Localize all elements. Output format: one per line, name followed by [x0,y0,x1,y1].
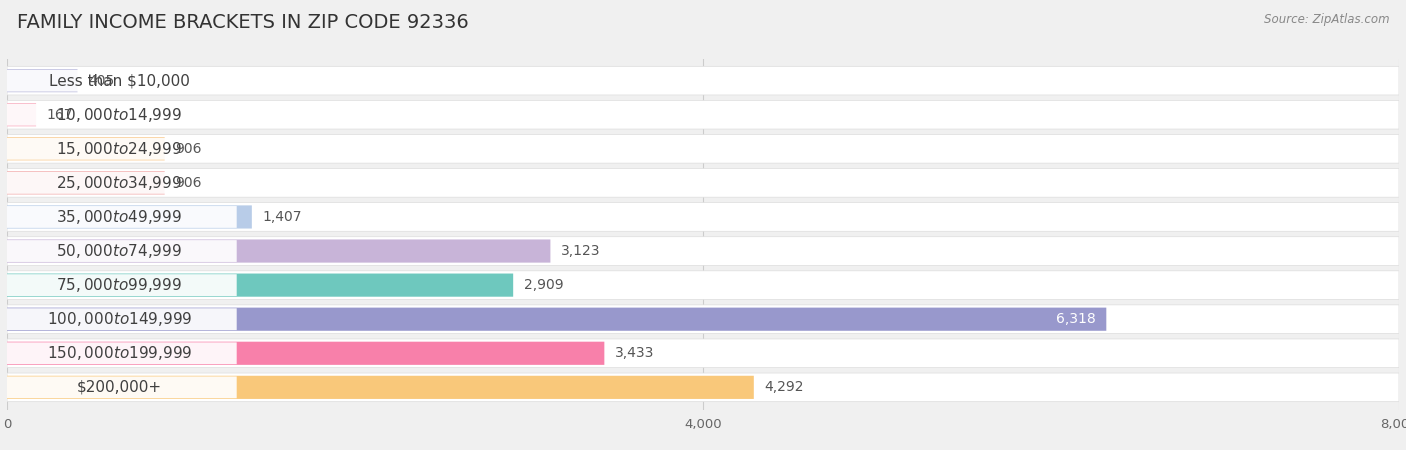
FancyBboxPatch shape [1,70,236,91]
FancyBboxPatch shape [1,206,236,228]
Text: Source: ZipAtlas.com: Source: ZipAtlas.com [1264,14,1389,27]
FancyBboxPatch shape [7,342,605,365]
FancyBboxPatch shape [7,339,1399,368]
Text: Less than $10,000: Less than $10,000 [49,73,190,88]
FancyBboxPatch shape [7,239,550,263]
FancyBboxPatch shape [7,137,165,160]
FancyBboxPatch shape [1,377,236,398]
FancyBboxPatch shape [7,169,1399,197]
Text: 6,318: 6,318 [1056,312,1095,326]
Text: 3,433: 3,433 [614,346,654,360]
Text: 906: 906 [176,176,201,190]
FancyBboxPatch shape [1,274,236,296]
Text: 906: 906 [176,142,201,156]
FancyBboxPatch shape [7,202,1399,231]
Text: 167: 167 [46,108,73,122]
FancyBboxPatch shape [1,104,236,126]
Text: $10,000 to $14,999: $10,000 to $14,999 [56,106,183,124]
FancyBboxPatch shape [7,66,1399,95]
FancyBboxPatch shape [7,69,77,92]
Text: 2,909: 2,909 [523,278,564,292]
FancyBboxPatch shape [7,205,252,229]
Text: $50,000 to $74,999: $50,000 to $74,999 [56,242,183,260]
Text: $150,000 to $199,999: $150,000 to $199,999 [46,344,193,362]
FancyBboxPatch shape [7,274,513,297]
FancyBboxPatch shape [1,138,236,160]
Text: FAMILY INCOME BRACKETS IN ZIP CODE 92336: FAMILY INCOME BRACKETS IN ZIP CODE 92336 [17,14,468,32]
FancyBboxPatch shape [1,172,236,194]
FancyBboxPatch shape [7,171,165,194]
Text: 3,123: 3,123 [561,244,600,258]
Text: $75,000 to $99,999: $75,000 to $99,999 [56,276,183,294]
FancyBboxPatch shape [7,305,1399,333]
FancyBboxPatch shape [7,237,1399,266]
FancyBboxPatch shape [1,308,236,330]
FancyBboxPatch shape [7,376,754,399]
Text: $15,000 to $24,999: $15,000 to $24,999 [56,140,183,158]
Text: $25,000 to $34,999: $25,000 to $34,999 [56,174,183,192]
Text: 1,407: 1,407 [263,210,302,224]
FancyBboxPatch shape [7,135,1399,163]
Text: $35,000 to $49,999: $35,000 to $49,999 [56,208,183,226]
FancyBboxPatch shape [7,100,1399,129]
FancyBboxPatch shape [7,308,1107,331]
Text: $200,000+: $200,000+ [77,380,162,395]
FancyBboxPatch shape [7,271,1399,299]
Text: 405: 405 [89,74,114,88]
Text: 4,292: 4,292 [765,380,804,394]
FancyBboxPatch shape [7,373,1399,402]
FancyBboxPatch shape [1,342,236,364]
FancyBboxPatch shape [7,103,37,126]
Text: $100,000 to $149,999: $100,000 to $149,999 [46,310,193,328]
FancyBboxPatch shape [1,240,236,262]
